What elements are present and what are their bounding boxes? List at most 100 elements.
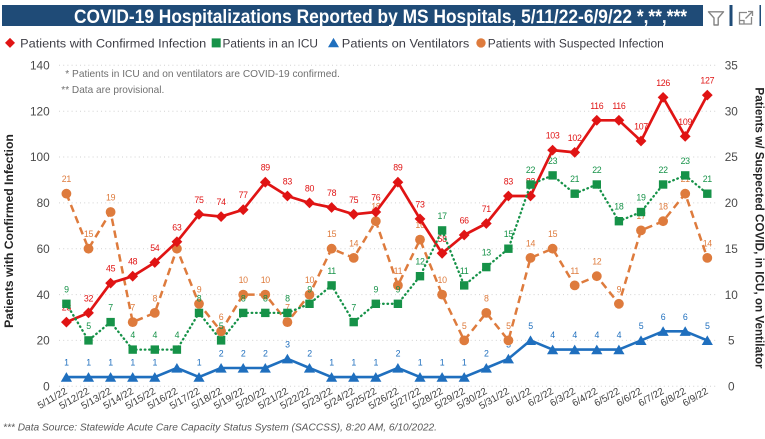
svg-text:8: 8: [484, 293, 489, 303]
svg-text:1: 1: [197, 358, 202, 368]
svg-text:9: 9: [374, 284, 379, 294]
svg-text:80: 80: [305, 183, 315, 193]
svg-text:17: 17: [438, 211, 448, 221]
svg-text:66: 66: [460, 216, 470, 226]
svg-text:4: 4: [153, 330, 158, 340]
svg-text:Patients with Suspected Infect: Patients with Suspected Infection: [488, 36, 664, 50]
svg-text:5: 5: [528, 321, 533, 331]
svg-text:16: 16: [415, 220, 425, 230]
svg-text:58: 58: [438, 234, 448, 244]
svg-text:14: 14: [703, 238, 713, 248]
svg-text:Patients with Confirmed Infect: Patients with Confirmed Infection: [2, 134, 16, 328]
svg-text:1: 1: [418, 358, 423, 368]
svg-text:2: 2: [396, 349, 401, 359]
svg-text:1: 1: [130, 358, 135, 368]
svg-text:8: 8: [263, 293, 268, 303]
svg-text:8: 8: [153, 293, 158, 303]
svg-text:5: 5: [705, 321, 710, 331]
svg-text:19: 19: [106, 193, 116, 203]
svg-text:Patients w/ Suspected COVID, i: Patients w/ Suspected COVID, in ICU, on …: [753, 87, 765, 369]
svg-text:6: 6: [683, 312, 688, 322]
svg-text:15: 15: [725, 242, 739, 256]
svg-text:102: 102: [568, 133, 582, 143]
svg-text:2: 2: [263, 349, 268, 359]
svg-text:83: 83: [283, 177, 293, 187]
svg-text:7: 7: [351, 303, 356, 313]
svg-text:11: 11: [460, 266, 469, 276]
svg-text:2: 2: [484, 349, 489, 359]
svg-text:116: 116: [590, 101, 604, 111]
svg-text:75: 75: [194, 195, 204, 205]
svg-text:8: 8: [241, 293, 246, 303]
svg-text:45: 45: [106, 264, 116, 274]
svg-text:77: 77: [239, 190, 249, 200]
svg-text:21: 21: [703, 174, 713, 184]
svg-text:Patients on Ventilators: Patients on Ventilators: [342, 36, 470, 50]
svg-text:140: 140: [30, 59, 50, 73]
svg-text:10: 10: [261, 275, 271, 285]
svg-text:63: 63: [172, 222, 182, 232]
svg-text:15: 15: [504, 229, 514, 239]
svg-text:9: 9: [64, 284, 69, 294]
svg-text:1: 1: [64, 358, 69, 368]
svg-text:5: 5: [462, 321, 467, 331]
svg-text:9: 9: [617, 284, 622, 294]
svg-text:75: 75: [349, 195, 359, 205]
svg-text:23: 23: [681, 156, 691, 166]
svg-text:89: 89: [393, 163, 403, 173]
svg-text:54: 54: [150, 243, 160, 253]
svg-text:9: 9: [396, 284, 401, 294]
svg-text:4: 4: [130, 330, 135, 340]
svg-text:76: 76: [371, 193, 381, 203]
svg-text:73: 73: [415, 199, 425, 209]
svg-text:** Data are provisional.: ** Data are provisional.: [61, 85, 164, 96]
svg-text:9: 9: [197, 284, 202, 294]
svg-text:0: 0: [728, 380, 735, 394]
svg-text:Patients in an ICU: Patients in an ICU: [223, 36, 319, 50]
svg-text:100: 100: [30, 150, 50, 164]
svg-text:9: 9: [307, 284, 312, 294]
svg-text:4: 4: [572, 330, 577, 340]
svg-text:1: 1: [351, 358, 356, 368]
svg-text:18: 18: [659, 202, 669, 212]
svg-text:21: 21: [62, 174, 72, 184]
svg-text:107: 107: [634, 122, 648, 132]
svg-text:20: 20: [725, 196, 739, 210]
svg-text:13: 13: [482, 248, 492, 258]
svg-text:80: 80: [37, 196, 51, 210]
svg-text:116: 116: [612, 101, 626, 111]
svg-text:11: 11: [327, 266, 336, 276]
svg-text:40: 40: [37, 288, 51, 302]
svg-text:Patients with Confirmed Infect: Patients with Confirmed Infection: [20, 36, 206, 50]
svg-text:14: 14: [349, 238, 359, 248]
svg-text:5: 5: [639, 321, 644, 331]
svg-text:0: 0: [43, 380, 50, 394]
svg-text:5: 5: [506, 321, 511, 331]
svg-text:5: 5: [219, 321, 224, 331]
svg-text:11: 11: [570, 266, 579, 276]
svg-text:4: 4: [617, 330, 622, 340]
svg-text:30: 30: [725, 104, 739, 118]
svg-text:22: 22: [526, 165, 536, 175]
svg-text:* Patients in ICU and on venti: * Patients in ICU and on ventilators are…: [65, 69, 340, 80]
svg-text:83: 83: [504, 177, 514, 187]
svg-text:7: 7: [285, 303, 290, 313]
svg-text:1: 1: [86, 358, 91, 368]
svg-text:127: 127: [700, 76, 714, 86]
svg-text:126: 126: [656, 78, 670, 88]
svg-text:18: 18: [371, 202, 381, 212]
svg-text:2: 2: [307, 349, 312, 359]
svg-text:19: 19: [636, 193, 646, 203]
svg-text:8: 8: [285, 293, 290, 303]
svg-text:25: 25: [725, 150, 739, 164]
svg-text:1: 1: [440, 358, 445, 368]
svg-text:20: 20: [37, 334, 51, 348]
svg-text:4: 4: [550, 330, 555, 340]
svg-text:*** Data Source: Statewide Acu: *** Data Source: Statewide Acute Care Ca…: [3, 423, 437, 434]
svg-text:60: 60: [37, 242, 51, 256]
svg-text:11: 11: [394, 266, 403, 276]
svg-text:48: 48: [128, 257, 138, 267]
svg-text:15: 15: [84, 229, 94, 239]
svg-text:5: 5: [86, 321, 91, 331]
svg-text:2: 2: [241, 349, 246, 359]
